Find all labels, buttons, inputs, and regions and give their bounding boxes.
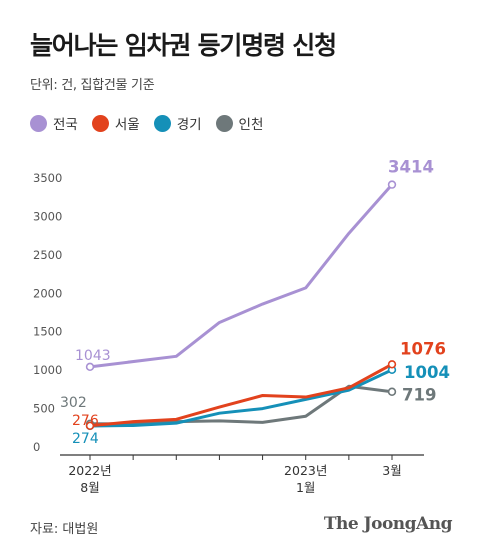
data-point-start: [85, 362, 95, 372]
y-tick-label: 3500: [33, 171, 62, 185]
series-line-1: [88, 362, 394, 428]
y-tick-label: 3000: [33, 209, 62, 223]
data-point-end: [387, 180, 397, 189]
legend-label: 인천: [238, 117, 264, 133]
data-point-start: [85, 421, 95, 430]
legend-item-gyeonggi: 경기: [153, 113, 202, 133]
x-tick-label: 2022년: [68, 463, 111, 478]
data-label-end: 1076: [400, 339, 446, 358]
brand-logo: The JoongAng: [323, 514, 453, 534]
y-tick-label: 0: [33, 440, 40, 454]
legend-item-nationwide: 전국: [30, 113, 78, 133]
data-point-end: [387, 387, 397, 396]
y-tick-label: 1500: [33, 325, 62, 339]
data-point-end: [387, 360, 397, 369]
source-note: 자료: 대법원: [30, 522, 99, 537]
data-label-start: 276: [72, 413, 99, 429]
legend-swatch: [30, 114, 47, 132]
data-label-end: 1004: [404, 363, 450, 382]
series-line-2: [88, 368, 394, 428]
unit-note: 단위: 건, 집합건물 기준: [30, 78, 155, 93]
legend-swatch: [153, 114, 171, 132]
data-label-end: 719: [402, 386, 436, 405]
legend-item-seoul: 서울: [91, 113, 140, 133]
y-tick-label: 500: [33, 402, 55, 416]
legend-item-incheon: 인천: [215, 113, 264, 133]
series-line-0: [88, 183, 394, 369]
data-label-start: 302: [60, 395, 87, 411]
legend-swatch: [215, 114, 233, 132]
data-label-start: 1043: [75, 348, 111, 364]
y-tick-label: 1000: [33, 363, 62, 377]
x-tick-label: 2023년: [284, 463, 327, 478]
legend-label: 경기: [176, 117, 202, 133]
y-tick-label: 2000: [33, 286, 62, 300]
y-tick-label: 2500: [33, 248, 62, 262]
chart-title: 늘어나는 임차권 등기명령 신청: [30, 31, 337, 60]
x-tick-label: 1월: [296, 480, 315, 495]
data-label-start: 274: [72, 431, 99, 447]
legend-label: 전국: [53, 117, 78, 133]
legend-swatch: [91, 114, 109, 132]
legend: 전국 서울 경기 인천: [30, 113, 277, 133]
x-tick-label: 8월: [80, 480, 99, 495]
legend-label: 서울: [114, 117, 140, 133]
x-tick-label: 3월: [382, 463, 401, 478]
data-label-end: 3414: [388, 158, 434, 177]
